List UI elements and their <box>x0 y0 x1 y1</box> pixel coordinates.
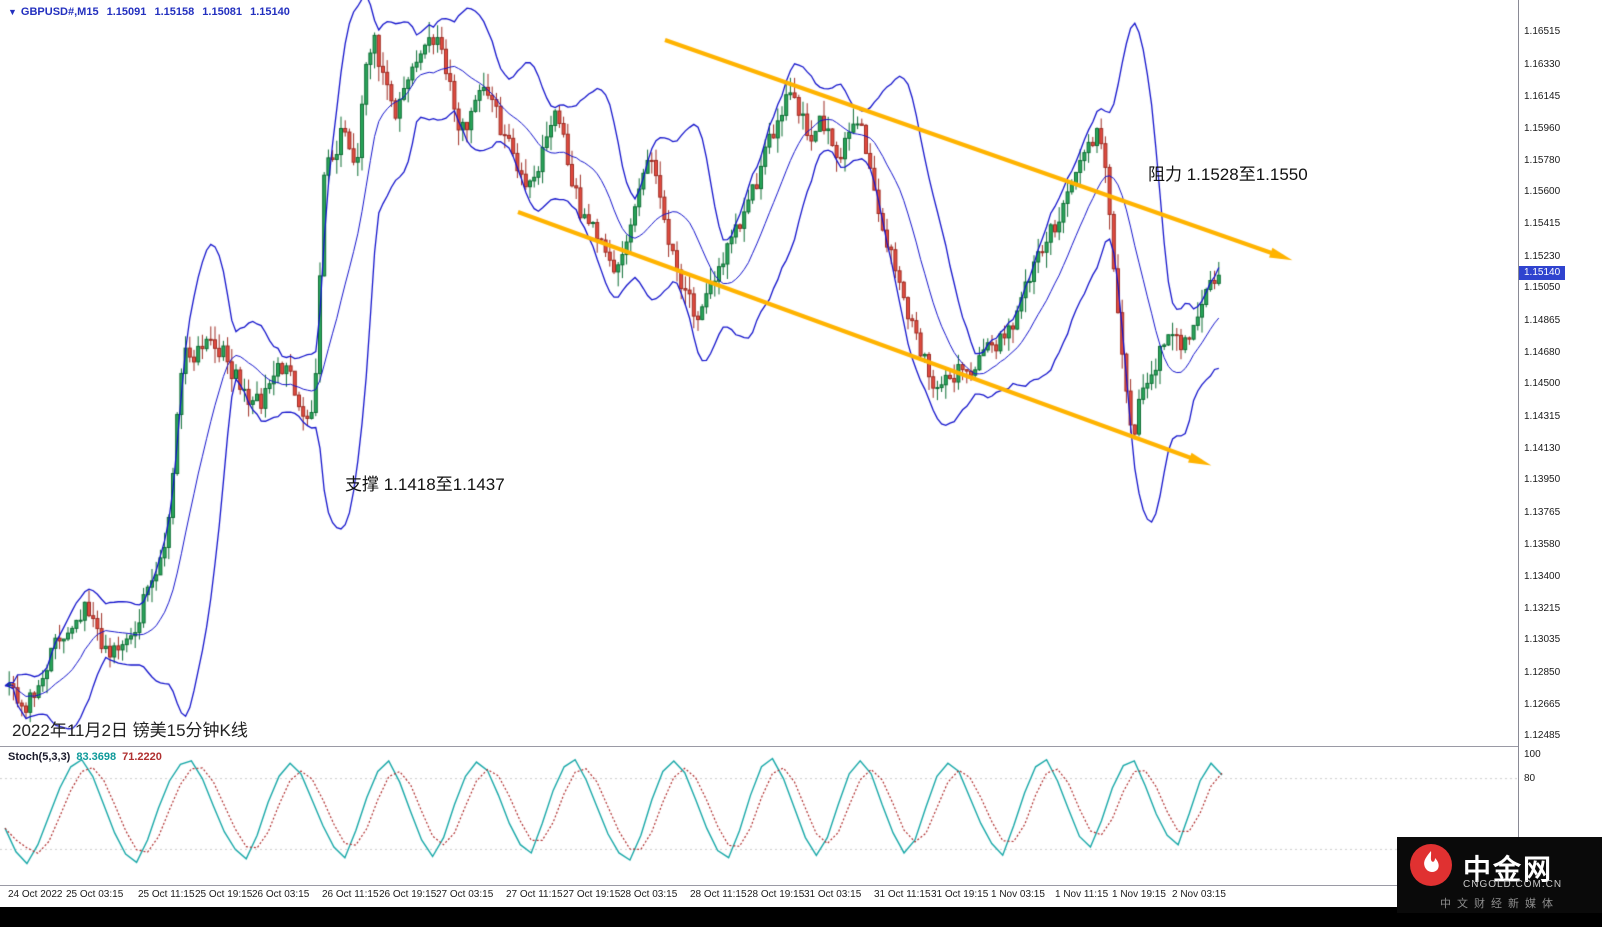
price-tick: 1.13765 <box>1524 506 1561 518</box>
time-tick: 31 Oct 03:15 <box>804 889 862 900</box>
price-tick: 1.14865 <box>1524 314 1561 326</box>
time-tick: 28 Oct 11:15 <box>690 889 747 900</box>
time-tick: 28 Oct 03:15 <box>620 889 678 900</box>
bottom-bar <box>0 907 1602 927</box>
price-axis[interactable]: 1.16515 1.16330 1.16145 1.15960 1.15780 1.156… <box>1518 0 1602 885</box>
price-tick: 1.13580 <box>1524 539 1561 551</box>
time-tick: 27 Oct 03:15 <box>436 889 494 900</box>
price-tick: 1.15960 <box>1524 123 1561 135</box>
time-tick: 25 Oct 19:15 <box>195 889 253 900</box>
time-tick: 28 Oct 19:15 <box>747 889 805 900</box>
quote-close: 1.15140 <box>250 6 290 18</box>
time-tick: 26 Oct 03:15 <box>252 889 310 900</box>
price-tick: 1.12665 <box>1524 698 1561 710</box>
price-tick: 1.14500 <box>1524 378 1561 390</box>
price-tick: 1.12850 <box>1524 666 1561 678</box>
time-tick: 26 Oct 11:15 <box>322 889 379 900</box>
time-tick: 27 Oct 19:15 <box>563 889 621 900</box>
time-tick: 1 Nov 11:15 <box>1055 889 1109 900</box>
time-tick: 24 Oct 2022 <box>8 889 63 900</box>
symbol-marker-icon: ▼ <box>8 7 17 17</box>
price-tick: 1.12485 <box>1524 730 1561 742</box>
price-tick: 1.15600 <box>1524 186 1561 198</box>
symbol-label: GBPUSD#,M15 <box>20 6 99 18</box>
stochastic-name: Stoch(5,3,3) <box>8 751 71 763</box>
quote-bar: ▼ GBPUSD#,M15 1.15091 1.15158 1.15081 1.1… <box>8 6 295 18</box>
stochastic-signal-value: 71.2220 <box>122 751 162 763</box>
price-tick: 1.16145 <box>1524 90 1561 102</box>
price-tick: 1.16515 <box>1524 26 1561 38</box>
resistance-annotation[interactable]: 阻力 1.1528至1.1550 <box>1148 165 1308 184</box>
watermark-tagline: 中文财经新媒体 <box>1440 898 1559 910</box>
price-tick: 1.13035 <box>1524 634 1561 646</box>
stochastic-main-value: 83.3698 <box>76 751 117 763</box>
price-tick: 1.13215 <box>1524 602 1561 614</box>
panel-separator[interactable] <box>0 746 1518 747</box>
time-tick: 26 Oct 19:15 <box>379 889 437 900</box>
stoch-level-label: 100 <box>1524 749 1541 760</box>
stochastic-label: Stoch(5,3,3) 83.3698 71.2220 <box>8 751 162 763</box>
quote-open: 1.15091 <box>106 6 147 18</box>
support-annotation[interactable]: 支撑 1.1418至1.1437 <box>345 475 505 494</box>
cngold-watermark: 中金网 CNGOLD.COM.CN 中文财经新媒体 <box>1397 837 1602 913</box>
time-tick: 1 Nov 03:15 <box>991 889 1045 900</box>
time-axis-separator <box>0 885 1518 886</box>
price-tick: 1.13400 <box>1524 570 1561 582</box>
time-axis[interactable]: 24 Oct 2022 25 Oct 03:15 25 Oct 11:15 25 Oc… <box>0 886 1518 907</box>
quote-low: 1.15081 <box>202 6 243 18</box>
cngold-logo-icon <box>1409 843 1453 892</box>
time-tick: 25 Oct 11:15 <box>138 889 195 900</box>
time-tick: 27 Oct 11:15 <box>506 889 563 900</box>
time-tick: 1 Nov 19:15 <box>1112 889 1166 900</box>
time-tick: 2 Nov 03:15 <box>1172 889 1226 900</box>
price-chart-canvas[interactable] <box>0 0 1517 746</box>
time-tick: 25 Oct 03:15 <box>66 889 124 900</box>
price-tick: 1.16330 <box>1524 58 1561 70</box>
time-tick: 31 Oct 11:15 <box>874 889 931 900</box>
price-tick: 1.14680 <box>1524 346 1561 358</box>
price-tick: 1.15415 <box>1524 218 1561 230</box>
quote-high: 1.15158 <box>154 6 195 18</box>
price-tick: 1.15050 <box>1524 282 1561 294</box>
stochastic-canvas[interactable] <box>0 747 1517 885</box>
price-tick: 1.14315 <box>1524 410 1561 422</box>
chart-caption: 2022年11月2日 镑美15分钟K线 <box>12 721 248 740</box>
watermark-domain: CNGOLD.COM.CN <box>1463 879 1563 890</box>
price-tick: 1.14130 <box>1524 442 1561 454</box>
current-price-badge: 1.15140 <box>1519 265 1566 280</box>
price-tick: 1.15230 <box>1524 250 1561 262</box>
watermark-title: 中金网 <box>1463 853 1554 885</box>
time-tick: 31 Oct 19:15 <box>931 889 989 900</box>
price-tick: 1.15780 <box>1524 154 1561 166</box>
price-tick: 1.13950 <box>1524 474 1561 486</box>
stoch-level-label: 80 <box>1524 772 1536 784</box>
